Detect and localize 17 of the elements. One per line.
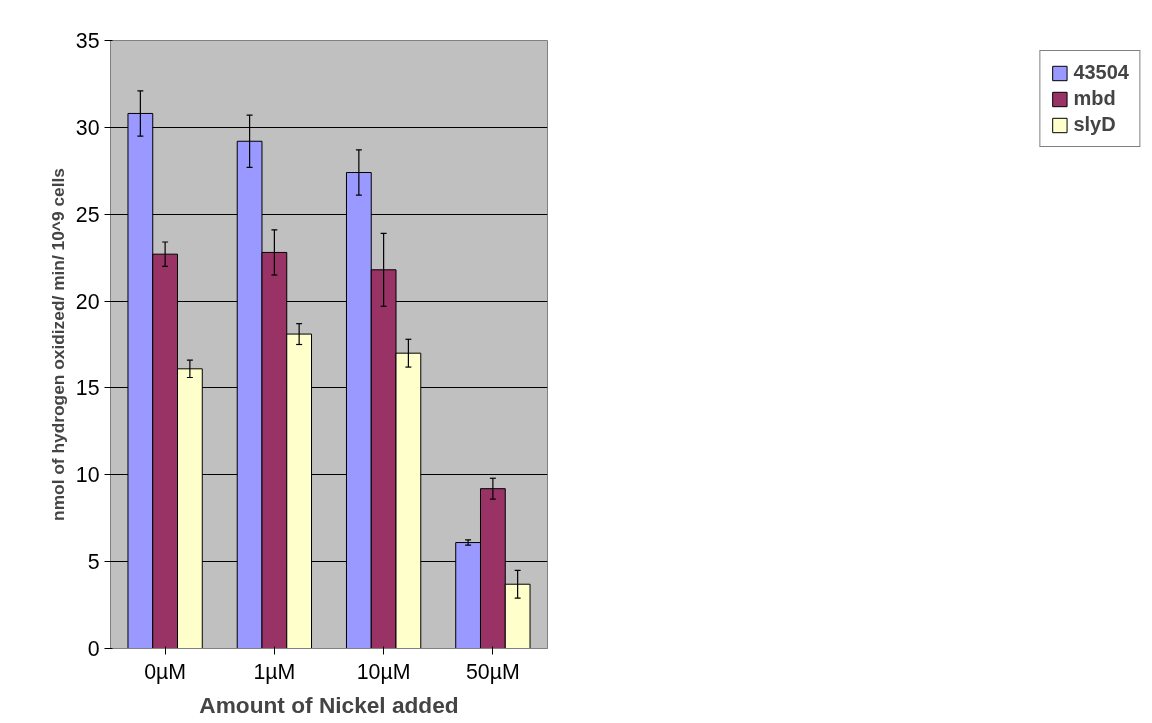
- y-tick-label: 30: [75, 115, 100, 140]
- legend-label: 43504: [1073, 61, 1129, 84]
- y-tick-label: 10: [75, 463, 100, 488]
- x-tick-label: 1µM: [253, 659, 296, 684]
- y-tick-label: 20: [75, 289, 100, 314]
- x-tick-label: 0µM: [144, 659, 187, 684]
- y-tick-label: 5: [87, 550, 100, 575]
- x-tick-label: 10µM: [356, 659, 411, 684]
- x-tick-label: 50µM: [465, 659, 520, 684]
- y-tick-label: 25: [75, 202, 100, 227]
- y-tick-label: 35: [75, 29, 100, 53]
- y-axis-title: nmol of hydrogen oxidized/ min/ 10^9 cells: [47, 168, 68, 521]
- legend-label: slyD: [1073, 113, 1116, 136]
- x-axis-title: Amount of Nickel added: [199, 691, 459, 718]
- y-tick-label: 0: [87, 637, 100, 661]
- y-tick-label: 15: [75, 376, 100, 401]
- legend-label: mbd: [1073, 87, 1116, 110]
